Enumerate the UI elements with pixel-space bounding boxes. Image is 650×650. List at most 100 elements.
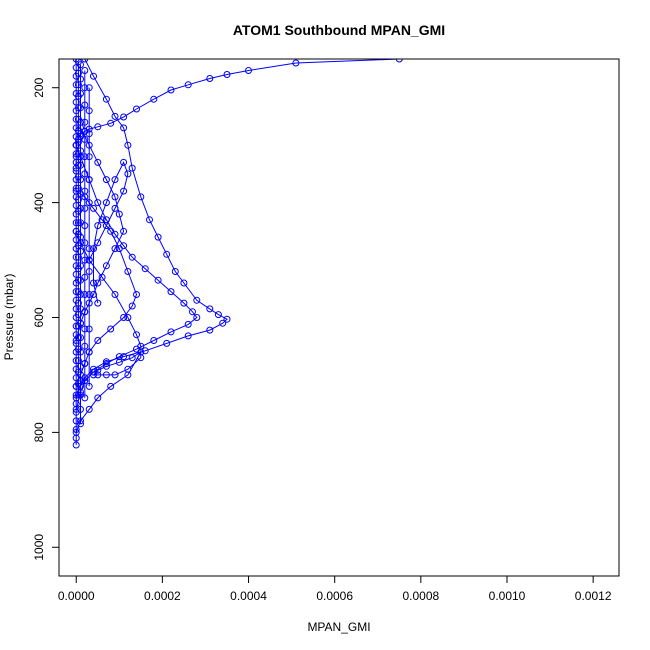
data-point — [74, 368, 82, 376]
data-point — [74, 219, 82, 227]
data-point — [395, 59, 403, 63]
data-point — [120, 158, 128, 166]
plot-frame — [58, 58, 620, 577]
data-point — [81, 325, 89, 333]
data-point — [214, 311, 222, 319]
data-point — [94, 371, 102, 379]
data-point — [102, 371, 110, 379]
data-point — [124, 371, 132, 379]
data-point — [133, 291, 140, 298]
data-point — [141, 347, 149, 355]
data-point — [167, 328, 175, 336]
y-tick-label: 1000 — [32, 534, 46, 561]
data-point — [72, 59, 80, 63]
data-point — [81, 291, 89, 298]
data-point — [72, 253, 80, 261]
data-point — [150, 95, 158, 103]
data-point — [154, 233, 162, 241]
data-point — [85, 325, 93, 333]
data-point — [111, 193, 119, 201]
data-point — [85, 84, 93, 92]
data-point — [94, 158, 102, 166]
x-axis: 0.0000 0.0002 0.0004 0.0006 0.0008 0.0010 0.00… — [58, 576, 612, 603]
x-tick-label: 0.0008 — [402, 589, 439, 603]
data-point — [72, 219, 80, 227]
chart-title: ATOM1 Southbound MPAN_GMI — [233, 22, 445, 38]
series-6-line — [88, 161, 129, 304]
data-point — [206, 305, 214, 313]
data-point — [77, 420, 84, 428]
data-point — [171, 268, 179, 275]
data-point — [81, 273, 89, 281]
data-point — [72, 400, 80, 408]
y-tick-label: 800 — [32, 422, 46, 442]
series-5-line — [75, 231, 142, 433]
data-point — [72, 184, 80, 192]
data-point — [90, 245, 97, 253]
data-point — [81, 394, 89, 402]
data-point — [184, 332, 192, 340]
data-point — [77, 147, 84, 155]
data-point — [81, 377, 89, 385]
data-point — [154, 276, 162, 284]
data-point — [81, 118, 89, 126]
data-point — [98, 273, 106, 281]
data-point — [128, 302, 136, 310]
data-point — [81, 239, 89, 247]
data-point — [102, 176, 110, 184]
y-tick-label: 600 — [32, 307, 46, 327]
data-point — [90, 279, 97, 287]
data-point — [111, 291, 119, 298]
data-point — [85, 130, 93, 138]
data-point — [77, 319, 84, 327]
data-point — [120, 353, 128, 361]
data-point — [111, 371, 119, 379]
data-point — [81, 59, 89, 63]
data-point — [94, 366, 102, 374]
data-point — [137, 193, 145, 201]
data-point — [85, 291, 93, 298]
data-point — [74, 253, 82, 261]
data-point — [120, 227, 128, 235]
data-point — [94, 299, 102, 307]
data-point — [107, 325, 115, 333]
data-point — [128, 253, 136, 261]
data-point — [115, 210, 123, 218]
x-tick-label: 0.0012 — [575, 589, 612, 603]
data-point — [167, 86, 175, 94]
data-point — [74, 334, 82, 342]
data-point — [72, 81, 80, 89]
x-tick-label: 0.0000 — [58, 589, 95, 603]
data-point — [77, 176, 84, 184]
data-point — [137, 348, 145, 356]
data-point — [102, 362, 110, 370]
x-axis-label: MPAN_GMI — [307, 620, 370, 634]
data-point — [72, 391, 80, 399]
data-point — [111, 245, 119, 253]
data-point — [107, 119, 115, 127]
data-point — [74, 104, 82, 112]
data-point — [85, 199, 93, 207]
data-point — [77, 75, 84, 83]
data-point — [124, 268, 132, 275]
data-point — [72, 426, 80, 433]
data-point — [124, 170, 132, 178]
data-point — [85, 268, 93, 275]
data-point — [124, 314, 132, 321]
data-point — [120, 124, 128, 132]
data-point — [74, 127, 82, 135]
data-point — [102, 95, 110, 103]
data-point — [150, 337, 158, 344]
data-point — [94, 394, 102, 402]
data-point — [111, 112, 119, 120]
data-point — [77, 90, 84, 97]
data-point — [223, 315, 231, 323]
data-point — [128, 354, 136, 362]
data-point — [107, 382, 115, 390]
data-point — [292, 59, 300, 67]
y-axis: 200 400 600 800 1000 — [32, 77, 59, 561]
data-point — [85, 107, 93, 115]
data-point — [115, 358, 123, 366]
data-point — [124, 141, 132, 149]
